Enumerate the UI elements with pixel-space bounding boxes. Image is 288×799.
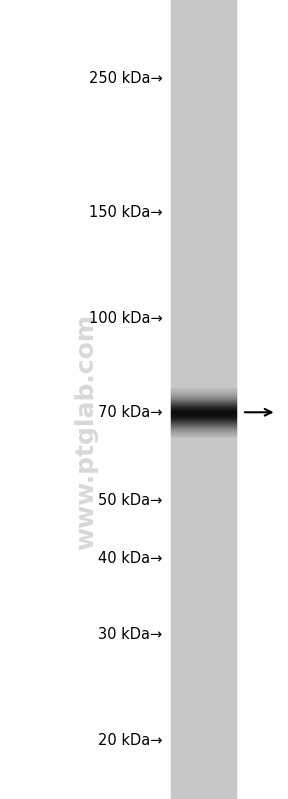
Bar [171, 0, 236, 799]
Text: 40 kDa→: 40 kDa→ [98, 551, 163, 566]
Text: 250 kDa→: 250 kDa→ [89, 71, 163, 86]
Text: www.ptglab.com: www.ptglab.com [74, 313, 98, 550]
Text: 30 kDa→: 30 kDa→ [98, 626, 163, 642]
Text: 100 kDa→: 100 kDa→ [89, 312, 163, 326]
Text: 20 kDa→: 20 kDa→ [98, 733, 163, 748]
Text: 150 kDa→: 150 kDa→ [89, 205, 163, 221]
Text: 50 kDa→: 50 kDa→ [98, 493, 163, 508]
Text: 70 kDa→: 70 kDa→ [98, 405, 163, 419]
